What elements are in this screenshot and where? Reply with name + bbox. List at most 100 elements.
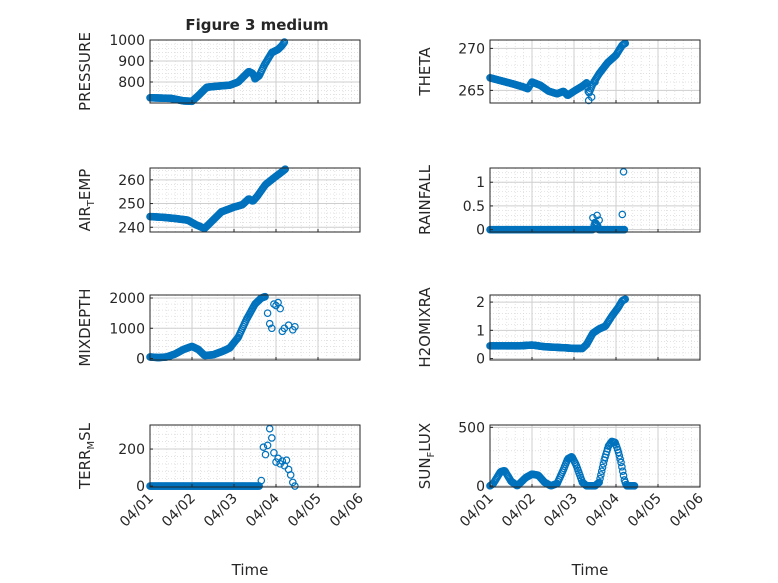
plot-area bbox=[150, 425, 360, 487]
data-point bbox=[595, 216, 604, 224]
data-point bbox=[615, 451, 624, 460]
data-point bbox=[594, 479, 603, 487]
data-point bbox=[288, 478, 297, 487]
y-tick-label: 265 bbox=[458, 83, 485, 99]
plot-area bbox=[490, 40, 700, 103]
y-tick-label: 2 bbox=[476, 295, 485, 311]
x-tick-label: 04/01 bbox=[117, 491, 157, 531]
y-tick-label: 1 bbox=[476, 323, 485, 339]
data-series bbox=[486, 295, 630, 353]
y-axis-label-tail: LUX bbox=[416, 423, 434, 452]
y-tick-label: 1000 bbox=[109, 321, 145, 337]
x-tick-label: 04/01 bbox=[457, 491, 497, 531]
data-point bbox=[263, 441, 272, 450]
data-point bbox=[614, 448, 623, 457]
y-axis-label-tail: EMP bbox=[76, 169, 94, 200]
subplot-7: 0 200 TERRMSL 04/01 04/02 04/03 04/04 04/05 04/0… bbox=[76, 422, 367, 579]
y-axis-label-main: THETA bbox=[416, 47, 434, 97]
y-axis-label-tail: SL bbox=[76, 422, 94, 441]
data-point bbox=[265, 319, 274, 328]
data-point bbox=[257, 476, 266, 485]
data-point bbox=[263, 309, 272, 317]
y-axis-label-sub: M bbox=[86, 441, 97, 450]
data-point bbox=[261, 450, 270, 459]
data-series bbox=[146, 292, 299, 362]
y-tick-label: 1000 bbox=[109, 33, 145, 49]
axes-box bbox=[149, 294, 361, 361]
subplot-2: 265 270 THETA bbox=[416, 39, 701, 105]
y-tick-label: 1 bbox=[476, 175, 485, 191]
figure-title: Figure 3 medium bbox=[185, 16, 328, 34]
data-point bbox=[291, 322, 299, 331]
data-point bbox=[278, 457, 287, 465]
x-tick-label: 04/06 bbox=[327, 490, 367, 530]
y-axis-label-main: TERR bbox=[76, 450, 94, 491]
subplot-8: 0 500 SUNFLUX 04/01 04/02 04/03 04/04 04/05 04/0… bbox=[416, 420, 707, 579]
y-axis-label-main: AIR bbox=[76, 206, 94, 231]
x-tick-label: 04/04 bbox=[583, 490, 623, 530]
data-point bbox=[593, 211, 601, 220]
subplot-1: 800 900 1000 PRESSURE Figure 3 medium bbox=[76, 16, 361, 111]
axes-box bbox=[149, 39, 361, 104]
data-point bbox=[597, 471, 605, 479]
data-point bbox=[597, 467, 606, 476]
y-axis-label: AIRTEMP bbox=[76, 169, 97, 232]
data-point bbox=[598, 463, 607, 472]
data-point bbox=[267, 324, 276, 333]
data-point bbox=[591, 78, 599, 86]
y-tick-label: 0 bbox=[136, 479, 145, 495]
y-axis-label-main: MIXDEPTH bbox=[76, 288, 94, 366]
x-tick-label: 04/03 bbox=[541, 491, 581, 531]
y-tick-label: 200 bbox=[118, 442, 145, 458]
data-point bbox=[595, 478, 604, 487]
subplot-5: 0 1000 2000 MIXDEPTH bbox=[76, 288, 361, 367]
data-series bbox=[486, 39, 630, 105]
y-tick-label: 240 bbox=[118, 220, 145, 236]
data-point bbox=[276, 304, 285, 313]
x-tick-label: 04/04 bbox=[243, 490, 283, 530]
data-point bbox=[265, 424, 274, 433]
y-axis-label: RAINFALL bbox=[416, 164, 434, 235]
data-point bbox=[282, 456, 291, 464]
axes-box bbox=[149, 167, 361, 233]
data-point bbox=[261, 292, 269, 301]
axes-box bbox=[489, 167, 701, 233]
data-point bbox=[619, 167, 628, 176]
data-point bbox=[618, 210, 627, 219]
data-point bbox=[281, 165, 290, 173]
data-point bbox=[267, 434, 276, 442]
y-tick-label: 900 bbox=[118, 54, 145, 70]
y-axis-label: THETA bbox=[416, 47, 434, 97]
x-tick-label: 04/05 bbox=[625, 491, 665, 531]
y-axis-label: TERRMSL bbox=[76, 422, 97, 490]
x-axis-label: Time bbox=[571, 561, 609, 579]
data-point bbox=[280, 38, 289, 46]
subplot-6: 0 1 2 H2OMIXRA bbox=[416, 287, 701, 368]
y-tick-label: 0 bbox=[476, 223, 485, 239]
data-point bbox=[596, 474, 604, 483]
data-point bbox=[616, 455, 625, 463]
data-point bbox=[620, 225, 629, 234]
subplot-3: 240 250 260 AIRTEMP bbox=[76, 165, 361, 236]
data-series bbox=[146, 165, 290, 233]
y-axis-label-main: H2OMIXRA bbox=[416, 287, 434, 368]
x-tick-label: 04/02 bbox=[499, 491, 539, 531]
data-point bbox=[618, 467, 627, 476]
y-axis-label: PRESSURE bbox=[76, 32, 94, 111]
x-tick-label: 04/02 bbox=[159, 491, 199, 531]
data-point bbox=[589, 213, 597, 222]
y-tick-label: 500 bbox=[458, 420, 485, 436]
axes-box bbox=[149, 424, 361, 488]
y-axis-label: H2OMIXRA bbox=[416, 287, 434, 368]
data-point bbox=[630, 482, 639, 490]
x-tick-label: 04/06 bbox=[667, 490, 707, 530]
x-tick-label: 04/05 bbox=[285, 491, 325, 531]
y-axis-label-sub: T bbox=[86, 199, 97, 207]
data-point bbox=[621, 295, 630, 304]
y-tick-label: 250 bbox=[118, 197, 145, 213]
y-axis-label: SUNFLUX bbox=[416, 423, 437, 489]
data-point bbox=[619, 471, 628, 480]
data-point bbox=[270, 300, 278, 308]
